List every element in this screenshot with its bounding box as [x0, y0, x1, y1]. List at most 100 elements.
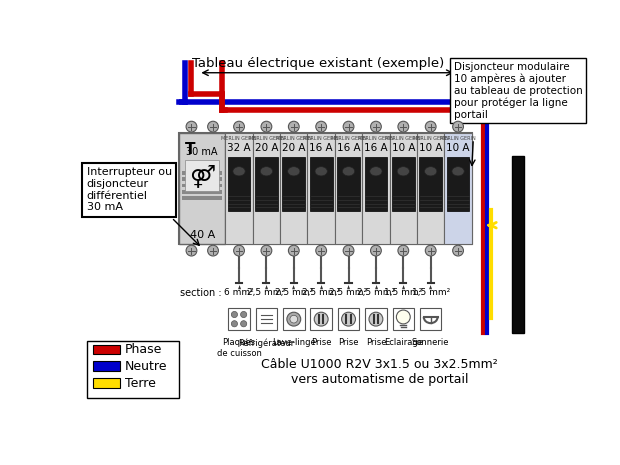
Bar: [446, 158, 469, 211]
Circle shape: [288, 245, 299, 256]
Text: 20 A: 20 A: [282, 143, 306, 153]
Circle shape: [343, 121, 354, 132]
Circle shape: [231, 312, 237, 318]
Text: 2,5 mm²: 2,5 mm²: [247, 288, 285, 298]
Bar: [417, 133, 445, 245]
Circle shape: [316, 245, 327, 256]
Bar: [337, 158, 360, 211]
Circle shape: [342, 312, 355, 326]
Bar: [185, 160, 219, 191]
Text: ◄: ◄: [264, 285, 269, 289]
Circle shape: [231, 321, 237, 327]
Text: Eclairage: Eclairage: [384, 339, 423, 347]
Text: 30 mA: 30 mA: [187, 147, 218, 157]
Circle shape: [398, 245, 409, 256]
Bar: [283, 308, 304, 330]
Bar: [512, 156, 524, 333]
Ellipse shape: [315, 166, 327, 176]
Circle shape: [398, 121, 409, 132]
Text: MERLIN GERIN: MERLIN GERIN: [413, 136, 448, 141]
Circle shape: [314, 312, 328, 326]
Bar: [182, 184, 222, 187]
Circle shape: [371, 245, 381, 256]
Text: 16 A: 16 A: [337, 143, 360, 153]
Text: MERLIN GERIN: MERLIN GERIN: [330, 136, 366, 141]
Ellipse shape: [397, 166, 409, 176]
Text: ◄: ◄: [346, 285, 351, 289]
Circle shape: [371, 121, 381, 132]
Text: 6 mm²: 6 mm²: [224, 288, 254, 298]
Text: ◄: ◄: [291, 285, 296, 289]
Text: Prise: Prise: [311, 339, 332, 347]
Circle shape: [316, 121, 327, 132]
Circle shape: [425, 121, 436, 132]
Text: 10 A: 10 A: [392, 143, 415, 153]
Text: 2,5 mm²: 2,5 mm²: [329, 288, 368, 298]
Text: Sonnerie: Sonnerie: [412, 339, 450, 347]
Text: MERLIN GERIN: MERLIN GERIN: [249, 136, 285, 141]
Bar: [179, 133, 472, 245]
Bar: [225, 133, 253, 245]
Circle shape: [261, 245, 272, 256]
Bar: [389, 133, 417, 245]
Bar: [179, 133, 225, 245]
Circle shape: [234, 121, 244, 132]
Text: ◄: ◄: [428, 285, 433, 289]
Circle shape: [288, 121, 299, 132]
Bar: [255, 158, 278, 211]
Text: Disjoncteur modulaire
10 ampères à ajouter
au tableau de protection
pour protége: Disjoncteur modulaire 10 ampères à ajout…: [454, 62, 583, 120]
Bar: [420, 308, 441, 330]
Bar: [283, 158, 305, 211]
Text: Neutre: Neutre: [125, 359, 168, 372]
Text: section :: section :: [180, 288, 221, 298]
Bar: [335, 133, 362, 245]
Text: 1,5 mm²: 1,5 mm²: [384, 288, 422, 298]
Circle shape: [241, 321, 247, 327]
Text: Interrupteur ou
disjoncteur
différentiel
30 mA: Interrupteur ou disjoncteur différentiel…: [87, 167, 172, 212]
Text: Phase: Phase: [125, 343, 162, 356]
Bar: [228, 308, 250, 330]
Circle shape: [208, 245, 218, 256]
Circle shape: [241, 312, 247, 318]
Text: T: T: [185, 142, 195, 157]
Text: 1,5 mm²: 1,5 mm²: [412, 288, 450, 298]
Bar: [255, 308, 277, 330]
Ellipse shape: [233, 166, 245, 176]
Bar: [445, 133, 472, 245]
Ellipse shape: [452, 166, 464, 176]
Bar: [253, 133, 280, 245]
Bar: [228, 158, 250, 211]
Text: 20 A: 20 A: [255, 143, 278, 153]
Text: ◄: ◄: [237, 285, 242, 289]
Circle shape: [369, 312, 383, 326]
Ellipse shape: [288, 166, 300, 176]
Bar: [338, 308, 360, 330]
Text: MERLIN GERIN: MERLIN GERIN: [440, 136, 476, 141]
Circle shape: [234, 245, 244, 256]
Text: 2,5 mm²: 2,5 mm²: [302, 288, 340, 298]
Circle shape: [396, 310, 410, 324]
Text: ◄: ◄: [373, 285, 378, 289]
Bar: [93, 379, 120, 388]
Text: MERLIN GERIN: MERLIN GERIN: [221, 136, 257, 141]
Text: Tableau électrique existant (exemple): Tableau électrique existant (exemple): [192, 57, 444, 70]
Ellipse shape: [342, 166, 355, 176]
Circle shape: [453, 245, 464, 256]
Bar: [87, 341, 179, 399]
Circle shape: [186, 245, 197, 256]
Bar: [280, 133, 308, 245]
Text: ◄: ◄: [319, 285, 324, 289]
Circle shape: [186, 121, 197, 132]
Text: 16 A: 16 A: [364, 143, 388, 153]
Bar: [93, 361, 120, 371]
Text: 10 A: 10 A: [446, 143, 470, 153]
Text: MERLIN GERIN: MERLIN GERIN: [386, 136, 421, 141]
Circle shape: [287, 312, 301, 326]
Bar: [308, 133, 335, 245]
Text: Plaques
de cuisson: Plaques de cuisson: [216, 339, 262, 358]
Text: Prise: Prise: [339, 339, 359, 347]
Text: Lave-linge: Lave-linge: [272, 339, 316, 347]
Bar: [93, 345, 120, 354]
Text: 10 A: 10 A: [419, 143, 443, 153]
Ellipse shape: [260, 166, 273, 176]
